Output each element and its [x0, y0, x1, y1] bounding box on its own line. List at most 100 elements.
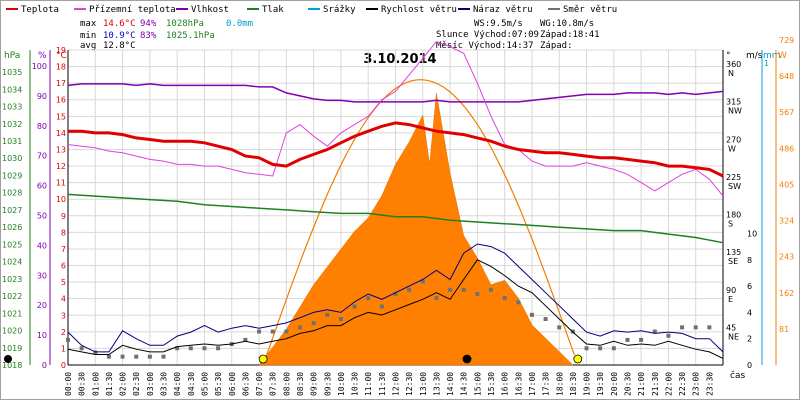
- x-tick-label: 01:30: [105, 372, 114, 396]
- hpa-tick-label: 1030: [2, 154, 22, 163]
- dir-compass-label: S: [728, 220, 733, 229]
- temp-tick-label: 11: [56, 179, 66, 188]
- legend-label: Teplota: [21, 5, 59, 15]
- legend-label: Směr větru: [563, 5, 617, 15]
- wind-direction-point: [434, 296, 439, 301]
- marker-black-circle: [462, 354, 472, 364]
- min-label: min: [80, 31, 96, 41]
- dir-compass-label: NE: [728, 332, 739, 341]
- hpa-tick-label: 1024: [2, 258, 22, 267]
- legend-label: Vlhkost: [191, 5, 229, 15]
- wind-direction-point: [666, 333, 671, 338]
- wind-direction-point: [93, 350, 98, 355]
- x-tick-label: 19:30: [596, 372, 605, 396]
- series-line-p-zemn-teplota: [67, 41, 724, 197]
- x-tick-label: 17:00: [528, 372, 537, 396]
- sunrise: Slunce Východ:07:09: [436, 30, 539, 40]
- legend-label: Náraz větru: [473, 5, 533, 15]
- wind-direction-point: [407, 287, 412, 292]
- series-line-tlak: [67, 193, 724, 244]
- hpa-tick-label: 1034: [2, 85, 22, 94]
- temp-tick-label: 4: [61, 295, 66, 304]
- series-line-n-raz-v-tru: [67, 243, 724, 353]
- temp-tick-label: 1: [61, 344, 66, 353]
- dir-compass-label: SW: [728, 182, 741, 191]
- x-tick-label: 10:30: [351, 372, 360, 396]
- wind-direction-point: [393, 291, 398, 296]
- w-tick-label: 81: [779, 325, 789, 334]
- axes: 1035103410331032103110301029102810271026…: [2, 36, 794, 396]
- x-tick-label: 00:30: [78, 372, 87, 396]
- x-tick-label: 00:00: [64, 372, 73, 396]
- x-tick-label: 08:30: [296, 372, 305, 396]
- marker-yellow-circle: [573, 354, 583, 364]
- wind-direction-point: [106, 354, 111, 359]
- wind-direction-point: [243, 337, 248, 342]
- pct-axis-label: %: [38, 51, 47, 61]
- x-tick-label: 23:30: [705, 372, 714, 396]
- wind-direction-point: [639, 337, 644, 342]
- pct-tick-label: 80: [37, 122, 47, 131]
- w-tick-label: 486: [779, 144, 794, 153]
- x-tick-label: 12:30: [405, 372, 414, 396]
- ms-tick-label: 4: [747, 308, 752, 317]
- x-tick-label: 21:30: [651, 372, 660, 396]
- wind-direction-point: [161, 354, 166, 359]
- ms-tick-label: 8: [747, 256, 752, 265]
- ms-tick-label: 2: [747, 335, 752, 344]
- hpa-tick-label: 1026: [2, 223, 22, 232]
- wind-direction-point: [270, 329, 275, 334]
- x-tick-label: 20:30: [623, 372, 632, 396]
- wind-direction-point: [680, 325, 685, 330]
- solar-area: [258, 93, 574, 366]
- x-tick-label: 05:00: [200, 372, 209, 396]
- hpa-tick-label: 1020: [2, 327, 22, 336]
- mm-axis-label: mm: [763, 51, 781, 61]
- max-press: 1028hPa: [166, 19, 204, 29]
- dir-tick-label: 90: [726, 286, 736, 295]
- legend-label: Tlak: [262, 5, 284, 15]
- dir-compass-label: N: [728, 69, 734, 78]
- dir-tick-label: 270: [726, 135, 741, 144]
- dir-axis-label: °: [726, 51, 731, 61]
- wind-direction-point: [475, 291, 480, 296]
- hpa-tick-label: 1027: [2, 206, 22, 215]
- marker-yellow-circle: [258, 354, 268, 364]
- temp-tick-label: 6: [61, 262, 66, 271]
- wind-info: WS:9.5m/s WG:10.8m/s Slunce Východ:07:09…: [436, 19, 600, 51]
- legend-label: Rychlost větru: [381, 5, 457, 15]
- hpa-tick-label: 1022: [2, 292, 22, 301]
- x-tick-label: 07:00: [255, 372, 264, 396]
- hpa-tick-label: 1033: [2, 103, 22, 112]
- x-tick-label: 20:00: [610, 372, 619, 396]
- wind-direction-point: [79, 346, 84, 351]
- x-tick-label: 22:00: [664, 372, 673, 396]
- wind-direction-point: [557, 325, 562, 330]
- wind-direction-point: [448, 287, 453, 292]
- dir-tick-label: 45: [726, 323, 736, 332]
- x-tick-label: 18:00: [555, 372, 564, 396]
- wind-direction-point: [202, 346, 207, 351]
- x-tick-label: 08:00: [282, 372, 291, 396]
- w-tick-label: 567: [779, 108, 794, 117]
- x-tick-label: 09:00: [310, 372, 319, 396]
- temp-axis-label: °C: [56, 51, 67, 61]
- temp-tick-label: 8: [61, 228, 66, 237]
- min-press: 1025.1hPa: [166, 31, 215, 41]
- x-tick-label: 06:30: [241, 372, 250, 396]
- legend: Teplota Přízemní teplota Vlhkost Tlak Srážky…: [6, 5, 617, 15]
- w-tick-label: 729: [779, 36, 794, 45]
- x-tick-label: 14:00: [446, 372, 455, 396]
- x-tick-label: 07:30: [269, 372, 278, 396]
- hpa-tick-label: 1031: [2, 137, 22, 146]
- x-tick-label: 22:30: [678, 372, 687, 396]
- wind-direction-point: [489, 287, 494, 292]
- x-tick-label: 02:30: [132, 372, 141, 396]
- x-tick-label: 01:00: [91, 372, 100, 396]
- hpa-axis-label: hPa: [4, 51, 20, 61]
- wind-direction-point: [325, 312, 330, 317]
- temp-tick-label: 0: [61, 361, 66, 370]
- hpa-tick-label: 1028: [2, 189, 22, 198]
- x-tick-label: 15:00: [473, 372, 482, 396]
- wind-direction-point: [147, 354, 152, 359]
